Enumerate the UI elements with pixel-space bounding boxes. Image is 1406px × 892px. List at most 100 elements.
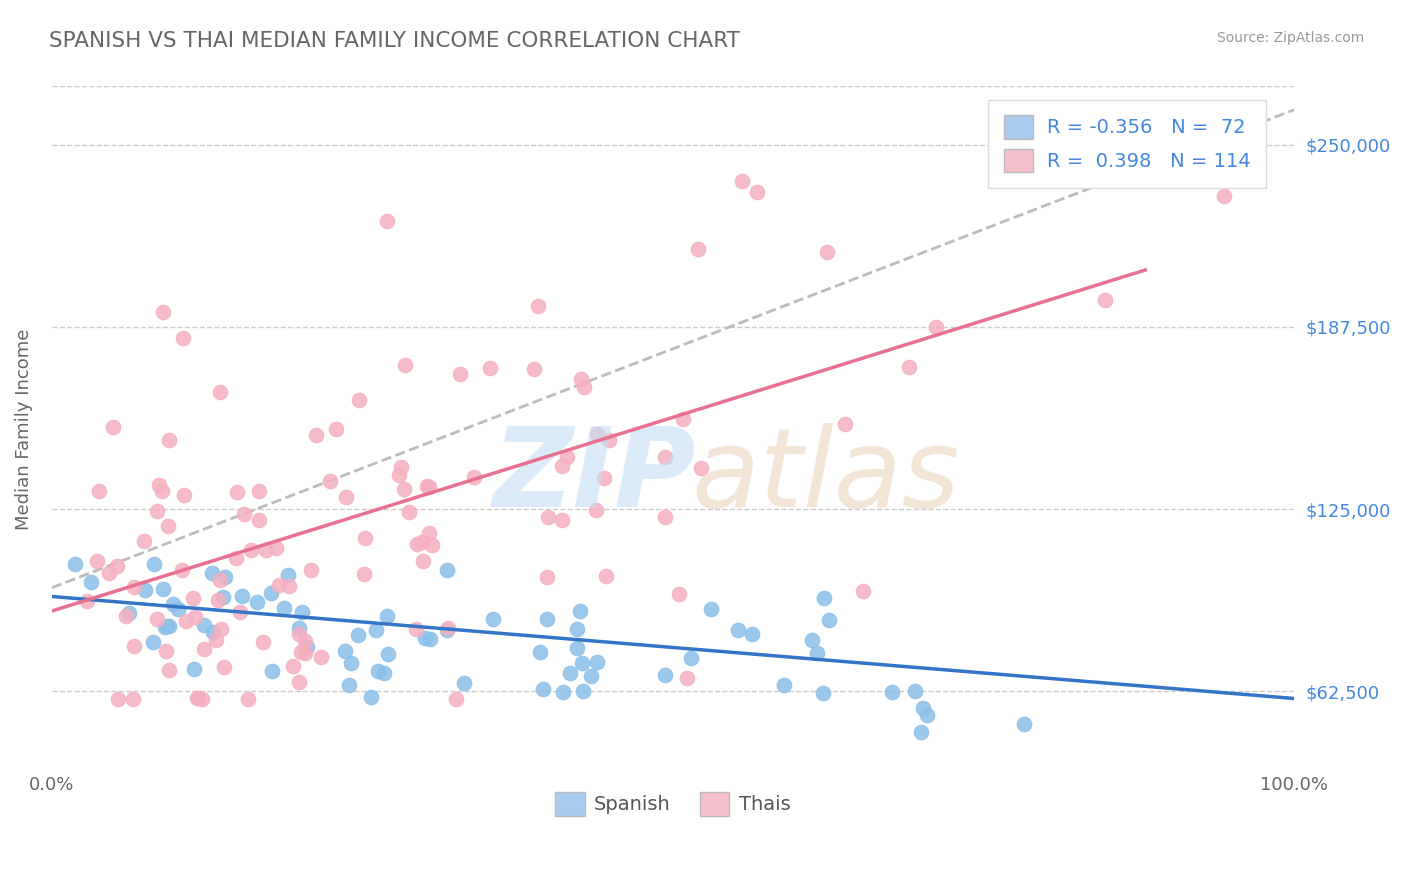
Point	[569, 604, 592, 618]
Point	[392, 482, 415, 496]
Point	[560, 665, 582, 680]
Point	[105, 558, 128, 573]
Point	[585, 655, 607, 669]
Point	[252, 635, 274, 649]
Point	[260, 665, 283, 679]
Point	[295, 640, 318, 655]
Point	[389, 459, 412, 474]
Point	[686, 242, 709, 256]
Point	[536, 570, 558, 584]
Point	[204, 633, 226, 648]
Point	[281, 659, 304, 673]
Point	[571, 684, 593, 698]
Point	[122, 580, 145, 594]
Point	[551, 513, 574, 527]
Point	[531, 681, 554, 696]
Point	[676, 671, 699, 685]
Text: Source: ZipAtlas.com: Source: ZipAtlas.com	[1216, 31, 1364, 45]
Point	[418, 525, 440, 540]
Point	[191, 691, 214, 706]
Point	[132, 533, 155, 548]
Point	[800, 632, 823, 647]
Point	[579, 669, 602, 683]
Point	[148, 478, 170, 492]
Point	[527, 299, 550, 313]
Point	[353, 567, 375, 582]
Point	[598, 433, 620, 447]
Point	[346, 628, 368, 642]
Point	[731, 174, 754, 188]
Point	[375, 608, 398, 623]
Point	[290, 645, 312, 659]
Point	[107, 691, 129, 706]
Point	[373, 665, 395, 680]
Point	[76, 594, 98, 608]
Point	[157, 434, 180, 448]
Point	[360, 690, 382, 704]
Point	[436, 562, 458, 576]
Point	[571, 656, 593, 670]
Point	[247, 513, 270, 527]
Point	[813, 591, 835, 605]
Point	[444, 691, 467, 706]
Point	[183, 662, 205, 676]
Point	[463, 469, 485, 483]
Point	[367, 664, 389, 678]
Point	[247, 484, 270, 499]
Point	[277, 579, 299, 593]
Point	[294, 646, 316, 660]
Point	[482, 612, 505, 626]
Point	[134, 582, 156, 597]
Point	[156, 519, 179, 533]
Point	[897, 359, 920, 374]
Point	[335, 490, 357, 504]
Point	[529, 645, 551, 659]
Point	[305, 428, 328, 442]
Point	[852, 583, 875, 598]
Point	[453, 676, 475, 690]
Point	[155, 644, 177, 658]
Point	[437, 621, 460, 635]
Point	[173, 488, 195, 502]
Point	[557, 450, 579, 464]
Point	[236, 691, 259, 706]
Point	[347, 393, 370, 408]
Point	[1094, 293, 1116, 308]
Point	[319, 475, 342, 489]
Point	[273, 601, 295, 615]
Point	[419, 632, 441, 646]
Point	[571, 372, 593, 386]
Point	[415, 479, 437, 493]
Point	[413, 631, 436, 645]
Point	[187, 691, 209, 706]
Point	[142, 635, 165, 649]
Point	[337, 678, 360, 692]
Point	[145, 504, 167, 518]
Point	[325, 422, 347, 436]
Point	[184, 609, 207, 624]
Point	[449, 368, 471, 382]
Point	[818, 613, 841, 627]
Point	[551, 458, 574, 473]
Point	[915, 707, 938, 722]
Point	[254, 543, 277, 558]
Point	[880, 685, 903, 699]
Point	[806, 646, 828, 660]
Point	[672, 412, 695, 426]
Point	[156, 619, 179, 633]
Point	[208, 384, 231, 399]
Point	[157, 619, 180, 633]
Point	[412, 554, 434, 568]
Point	[193, 642, 215, 657]
Point	[388, 467, 411, 482]
Point	[152, 582, 174, 597]
Point	[214, 570, 236, 584]
Point	[420, 538, 443, 552]
Point	[690, 461, 713, 475]
Point	[269, 578, 291, 592]
Point	[201, 566, 224, 580]
Point	[103, 420, 125, 434]
Point	[394, 359, 416, 373]
Point	[1012, 717, 1035, 731]
Point	[813, 686, 835, 700]
